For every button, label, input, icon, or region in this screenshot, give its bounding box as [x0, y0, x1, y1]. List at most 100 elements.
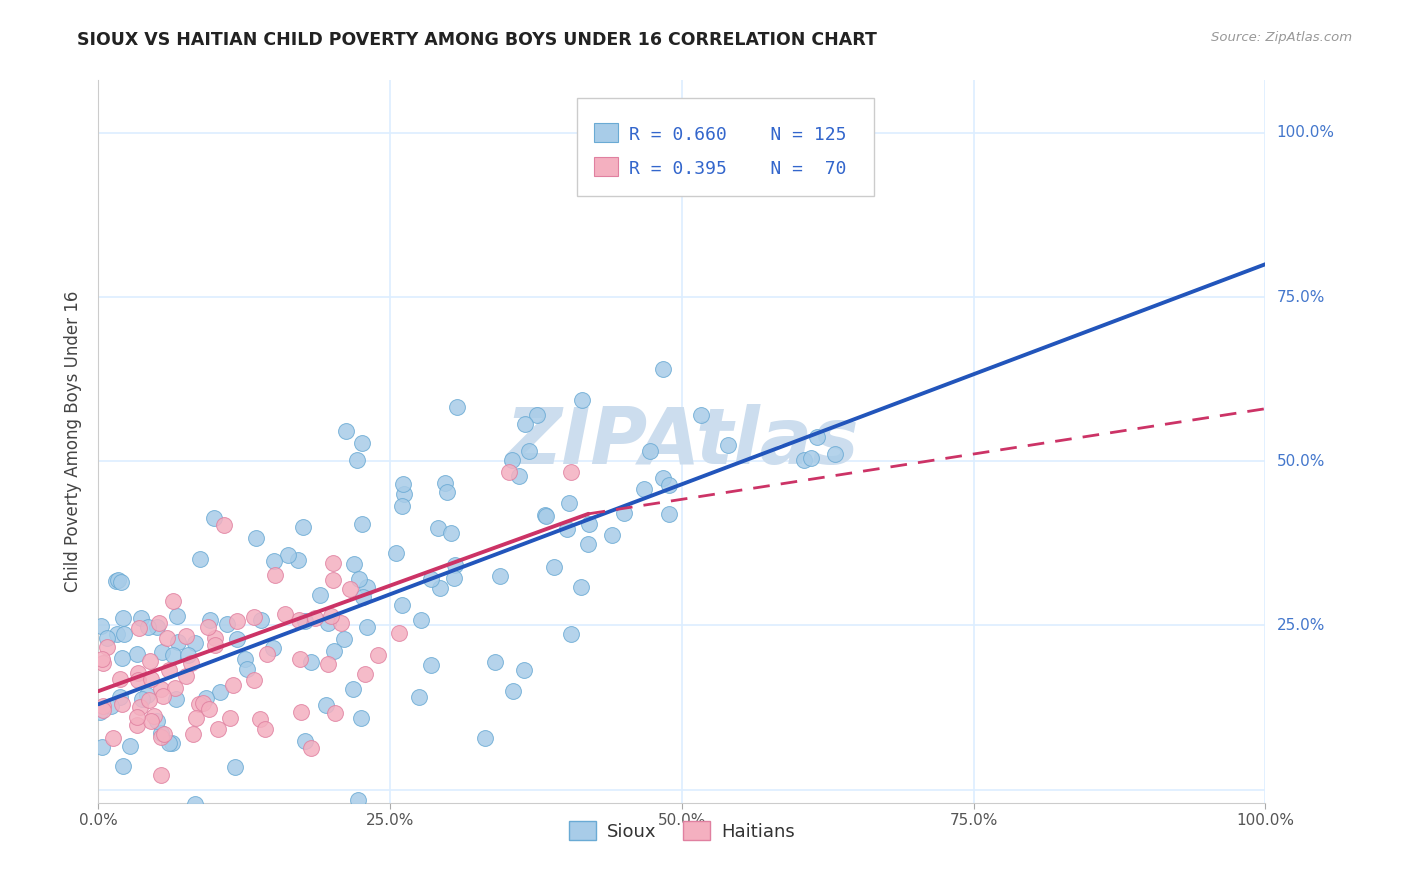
Point: [110, 574, 132, 589]
Point: [108, 690, 131, 704]
Point: [162, 594, 184, 608]
Point: [139, 673, 162, 687]
Point: [103, 815, 125, 830]
Point: [578, 516, 600, 531]
Point: [315, 698, 337, 713]
Point: [513, 417, 536, 431]
Point: [218, 711, 240, 725]
Point: [197, 620, 219, 634]
Point: [323, 706, 346, 720]
Point: [184, 711, 207, 725]
Point: [90, 619, 112, 633]
Bar: [595, 123, 617, 142]
Point: [391, 598, 413, 612]
Point: [717, 438, 740, 452]
FancyBboxPatch shape: [576, 98, 875, 196]
Point: [299, 655, 322, 669]
Text: 100.0%: 100.0%: [1277, 126, 1334, 140]
Point: [287, 553, 309, 567]
Point: [127, 666, 149, 681]
Point: [263, 554, 285, 568]
Point: [474, 731, 496, 746]
Point: [165, 691, 187, 706]
Point: [333, 632, 356, 646]
Text: ZIPAtlas: ZIPAtlas: [505, 403, 859, 480]
Point: [339, 582, 361, 596]
Point: [309, 588, 332, 602]
Point: [174, 629, 197, 643]
Point: [299, 740, 322, 755]
Point: [330, 615, 353, 630]
Point: [143, 709, 166, 723]
Point: [105, 627, 128, 641]
Point: [349, 711, 371, 725]
Point: [174, 669, 197, 683]
Point: [318, 616, 340, 631]
Point: [157, 736, 180, 750]
Point: [350, 516, 373, 531]
Point: [347, 792, 370, 806]
Point: [446, 400, 468, 414]
Point: [217, 617, 239, 632]
Point: [576, 537, 599, 551]
Point: [162, 648, 184, 662]
Point: [354, 666, 377, 681]
Point: [436, 484, 458, 499]
Point: [125, 815, 148, 830]
Point: [112, 626, 135, 640]
Point: [131, 691, 153, 706]
Point: [391, 500, 413, 514]
Point: [690, 408, 713, 422]
Point: [600, 527, 623, 541]
Legend: Sioux, Haitians: Sioux, Haitians: [561, 814, 803, 848]
Point: [222, 678, 245, 692]
Point: [489, 568, 512, 582]
Point: [108, 672, 131, 686]
Point: [224, 759, 246, 773]
Point: [433, 475, 456, 490]
Point: [335, 425, 357, 439]
Point: [110, 697, 132, 711]
Point: [166, 609, 188, 624]
Point: [96, 632, 118, 646]
Point: [243, 809, 266, 823]
Point: [443, 571, 465, 585]
Point: [195, 690, 218, 705]
Point: [152, 690, 174, 704]
Point: [135, 688, 157, 702]
Point: [243, 610, 266, 624]
Point: [118, 739, 141, 754]
Point: [440, 525, 463, 540]
Point: [534, 508, 557, 523]
Point: [560, 627, 582, 641]
Point: [125, 647, 148, 661]
Point: [824, 446, 846, 460]
Point: [346, 453, 368, 467]
Point: [188, 552, 211, 566]
Text: R = 0.395    N =  70: R = 0.395 N = 70: [630, 160, 846, 178]
Text: Source: ZipAtlas.com: Source: ZipAtlas.com: [1212, 31, 1353, 45]
Point: [202, 510, 225, 524]
Point: [128, 699, 150, 714]
Point: [367, 648, 389, 662]
Point: [426, 521, 449, 535]
Point: [513, 663, 536, 677]
Point: [136, 620, 159, 634]
Point: [256, 647, 278, 661]
Point: [167, 635, 190, 649]
Point: [112, 759, 135, 773]
Point: [91, 703, 114, 717]
Point: [146, 620, 169, 634]
Point: [392, 487, 415, 501]
Point: [294, 734, 316, 748]
Point: [793, 453, 815, 467]
Point: [127, 710, 149, 724]
Point: [157, 663, 180, 677]
Point: [558, 496, 581, 510]
Point: [343, 557, 366, 571]
Point: [181, 727, 204, 741]
Text: R = 0.660    N = 125: R = 0.660 N = 125: [630, 126, 846, 144]
Point: [391, 477, 413, 491]
Point: [138, 693, 160, 707]
Point: [111, 651, 134, 665]
